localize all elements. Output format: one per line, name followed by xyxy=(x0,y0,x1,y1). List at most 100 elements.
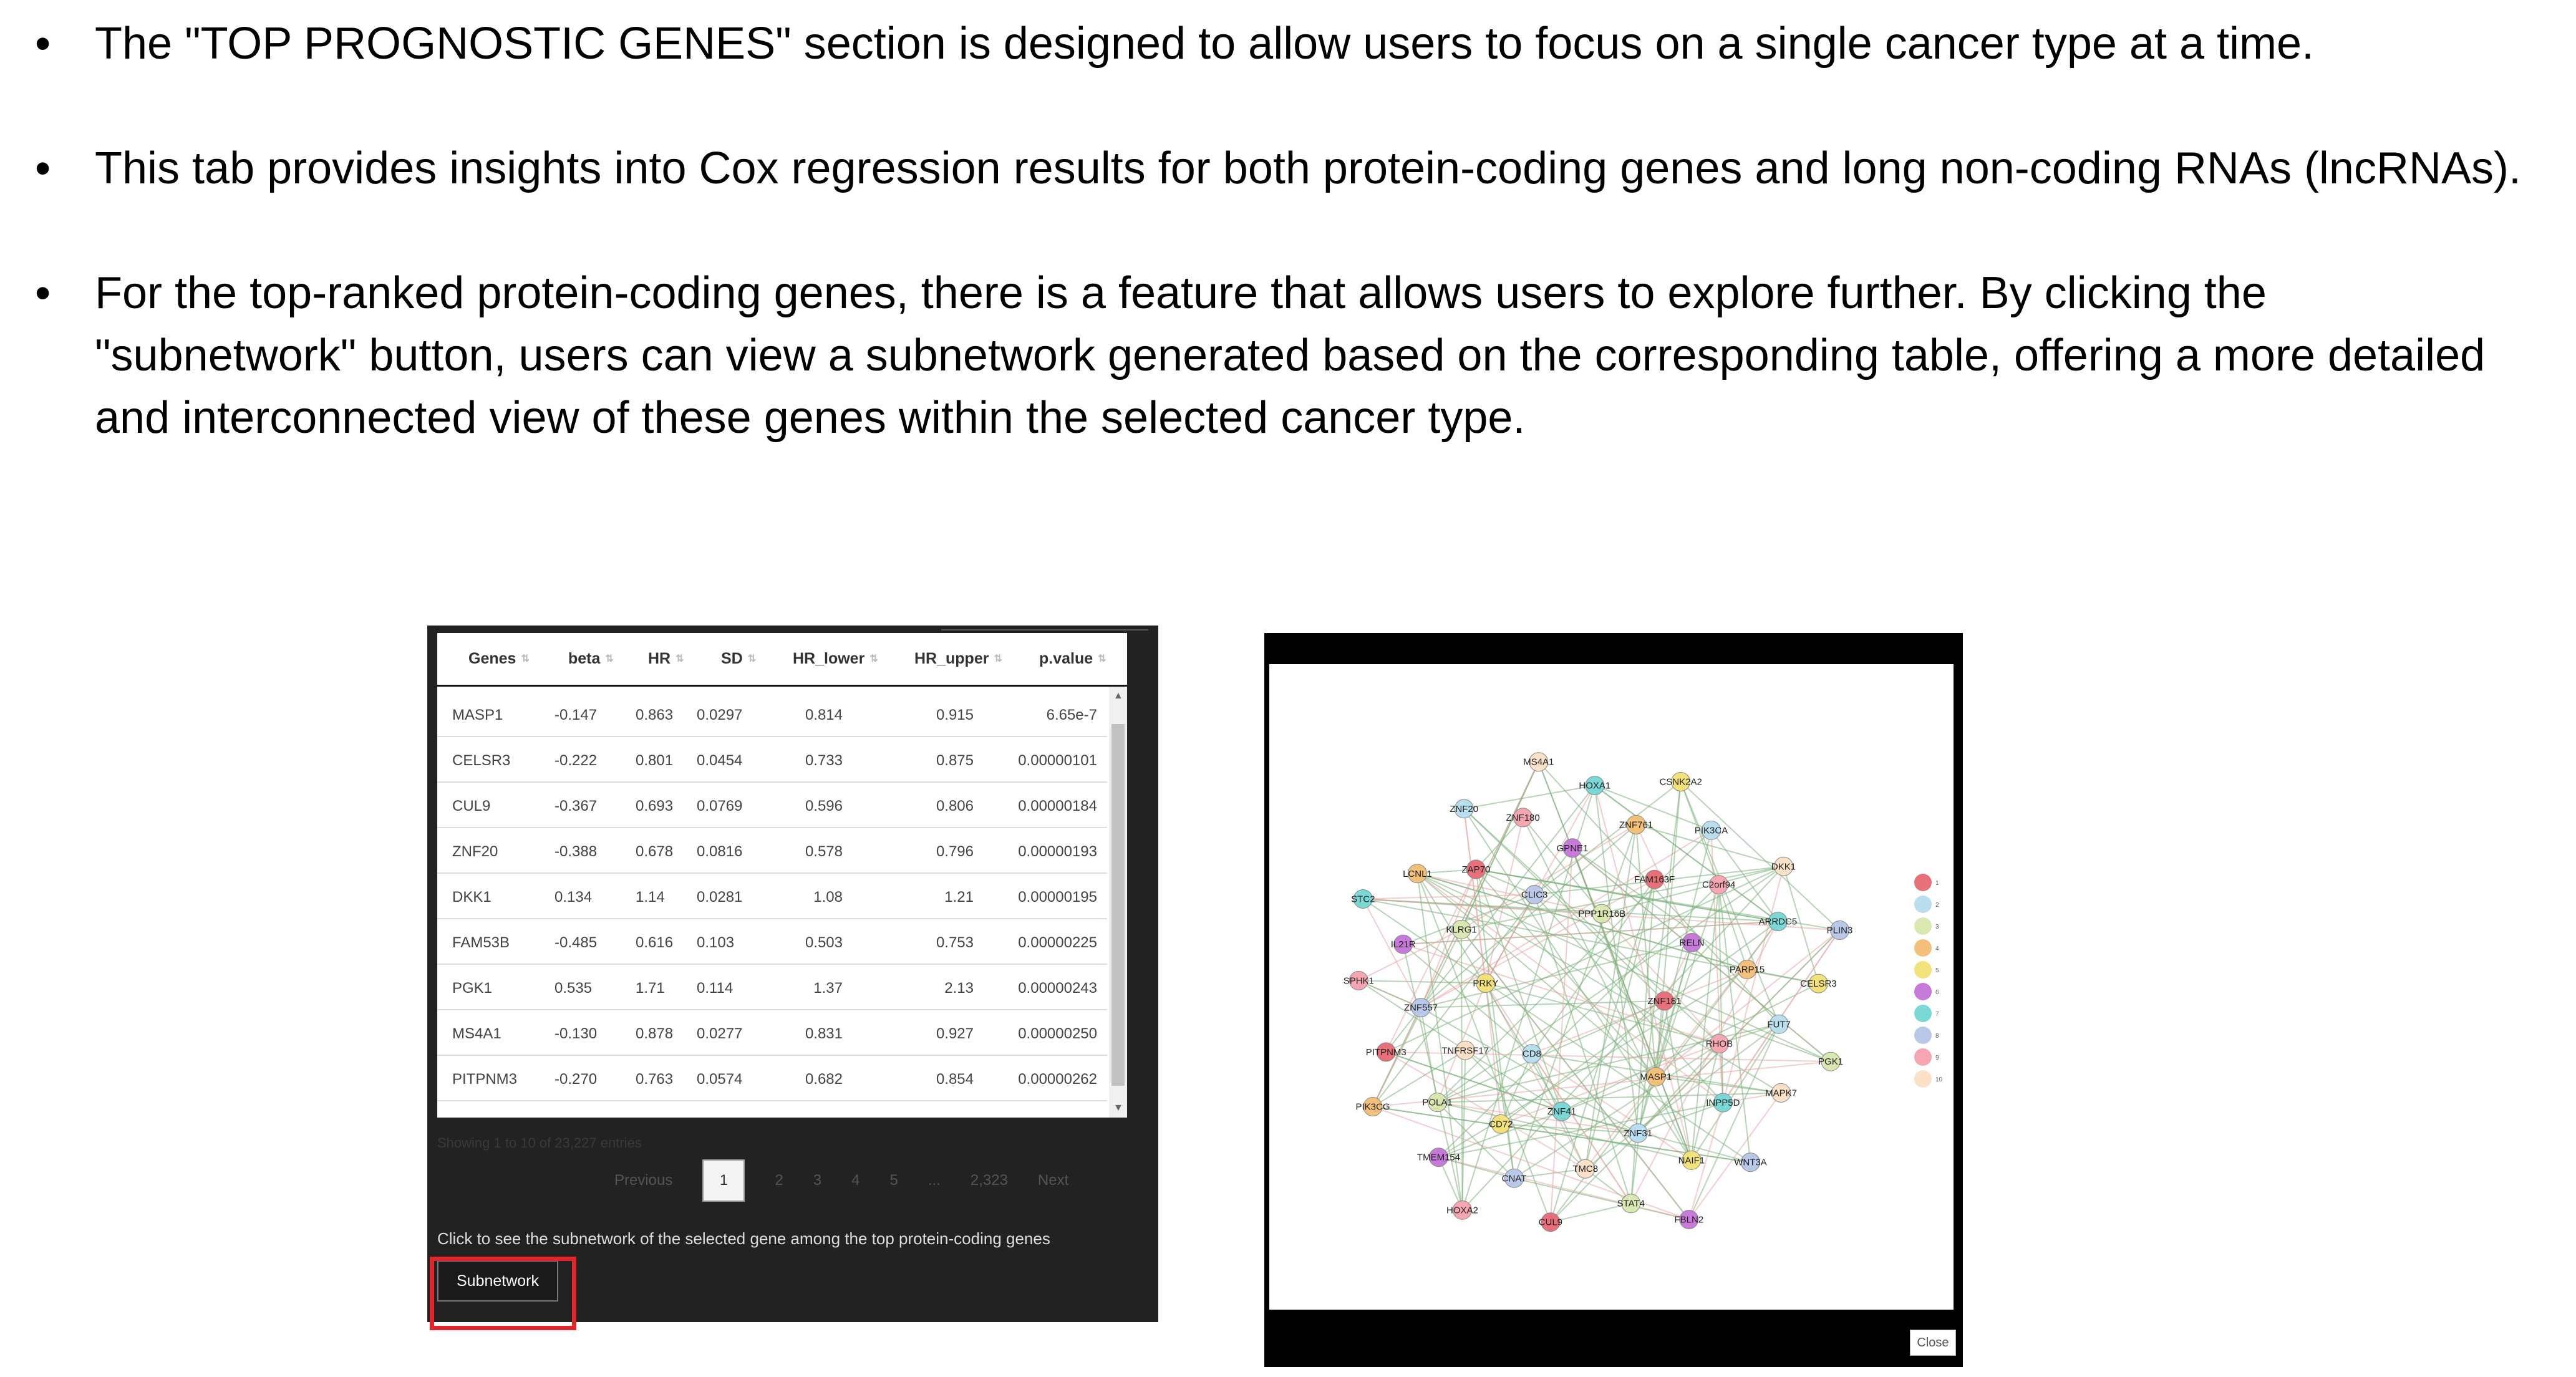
network-node[interactable]: RELN xyxy=(1679,932,1705,952)
network-node[interactable]: ZNF557 xyxy=(1404,998,1438,1018)
network-node[interactable]: PPP1R16B xyxy=(1578,904,1625,924)
network-node[interactable]: ZNF181 xyxy=(1647,991,1682,1011)
network-node[interactable]: TMEM154 xyxy=(1417,1148,1460,1167)
legend-label: 8 xyxy=(1935,1033,1939,1040)
table-row[interactable]: PGK1 0.535 1.71 0.114 1.37 2.13 0.00000243 xyxy=(437,965,1107,1010)
network-node[interactable]: ZNF761 xyxy=(1619,814,1653,834)
page-button[interactable]: 5 xyxy=(889,1172,898,1189)
network-node[interactable]: HOXA2 xyxy=(1446,1200,1478,1220)
column-header-p-value[interactable]: p.value ⇅ xyxy=(1039,650,1106,667)
close-button[interactable]: Close xyxy=(1910,1330,1956,1356)
network-edge xyxy=(1746,969,1819,985)
network-node[interactable]: WNT3A xyxy=(1734,1152,1767,1172)
network-node[interactable]: CELSR3 xyxy=(1800,974,1837,993)
network-node[interactable]: TMC8 xyxy=(1572,1159,1598,1179)
network-edge xyxy=(1655,929,1841,1078)
network-node[interactable]: NAIF1 xyxy=(1678,1150,1705,1170)
network-node[interactable]: FAM163F xyxy=(1634,869,1675,889)
node-label: FUT7 xyxy=(1767,1019,1791,1030)
network-node[interactable]: PGK1 xyxy=(1818,1051,1843,1071)
network-node[interactable]: ZNF180 xyxy=(1506,808,1540,828)
next-page-button[interactable]: Next xyxy=(1037,1172,1069,1189)
column-header-sd[interactable]: SD ⇅ xyxy=(721,650,757,667)
column-header-genes[interactable]: Genes ⇅ xyxy=(468,650,530,667)
network-edge xyxy=(1362,899,1421,1008)
network-node[interactable]: TNFRSF17 xyxy=(1441,1040,1489,1060)
network-node[interactable]: CSNK2A2 xyxy=(1659,771,1702,791)
network-node[interactable]: MASP1 xyxy=(1640,1066,1672,1086)
scroll-up-icon[interactable]: ▲ xyxy=(1113,690,1123,701)
table-cell: -0.130 xyxy=(554,1025,598,1042)
node-label: FAM163F xyxy=(1634,874,1675,885)
network-node[interactable]: PIK3CG xyxy=(1355,1097,1390,1117)
node-label: CSNK2A2 xyxy=(1659,776,1702,787)
network-node[interactable]: POLA1 xyxy=(1422,1093,1453,1113)
network-node[interactable]: ZAP70 xyxy=(1461,859,1490,879)
network-node[interactable]: ZNF31 xyxy=(1624,1123,1652,1143)
network-node[interactable]: FUT7 xyxy=(1767,1014,1791,1034)
network-edge xyxy=(1463,808,1720,1045)
table-row[interactable]: MS4A1 -0.130 0.878 0.0277 0.831 0.927 0.000002… xyxy=(437,1010,1107,1056)
scrollbar-thumb[interactable] xyxy=(1111,724,1125,1086)
network-node[interactable]: PARP15 xyxy=(1730,960,1765,980)
network-edge xyxy=(1460,929,1463,1210)
network-graph[interactable]: ZNF181 CD8 PPP1R16B MASP1 PRKY RELN ZNF41 CLIC3… xyxy=(1269,664,1954,1310)
network-node[interactable]: KLRG1 xyxy=(1446,919,1477,939)
table-row[interactable]: ZNF20 -0.388 0.678 0.0816 0.578 0.796 0.000001… xyxy=(437,828,1107,874)
network-node[interactable]: IL21R xyxy=(1391,934,1416,954)
table-cell: 0.00000101 xyxy=(1018,752,1097,769)
network-node[interactable]: STAT4 xyxy=(1617,1194,1645,1214)
network-node[interactable]: CUL9 xyxy=(1539,1212,1562,1232)
network-node[interactable]: ZNF20 xyxy=(1450,799,1478,819)
network-node[interactable]: MS4A1 xyxy=(1523,752,1554,772)
column-header-hr-upper[interactable]: HR_upper ⇅ xyxy=(914,650,1002,667)
table-row[interactable]: FAM53B -0.485 0.616 0.103 0.503 0.753 0.000002… xyxy=(437,919,1107,965)
node-label: ZNF41 xyxy=(1547,1106,1576,1117)
network-node[interactable]: LCNL1 xyxy=(1403,864,1432,884)
network-edge xyxy=(1688,1023,1780,1220)
network-edge xyxy=(1522,817,1602,914)
network-node[interactable]: DKK1 xyxy=(1771,856,1796,876)
table-row[interactable]: CUL9 -0.367 0.693 0.0769 0.596 0.806 0.0000018… xyxy=(437,783,1107,828)
node-circle xyxy=(1768,912,1788,932)
network-node[interactable]: PLIN3 xyxy=(1827,920,1853,940)
network-node[interactable]: STC2 xyxy=(1351,889,1375,909)
node-circle xyxy=(1451,919,1471,939)
network-node[interactable]: FBLN2 xyxy=(1675,1209,1704,1229)
network-canvas[interactable]: ZNF181 CD8 PPP1R16B MASP1 PRKY RELN ZNF41 CLIC3… xyxy=(1269,664,1954,1310)
network-node[interactable]: ARRDC5 xyxy=(1758,912,1797,932)
network-node[interactable]: CLIC3 xyxy=(1521,885,1548,905)
network-node[interactable]: INPP5D xyxy=(1706,1093,1740,1113)
network-node[interactable]: PRKY xyxy=(1473,973,1498,993)
subnetwork-button[interactable]: Subnetwork xyxy=(437,1260,558,1302)
network-node[interactable]: GPNE1 xyxy=(1557,838,1589,858)
page-button[interactable]: 4 xyxy=(851,1172,860,1189)
table-row[interactable]: DKK1 0.134 1.14 0.0281 1.08 1.21 0.00000195 xyxy=(437,874,1107,919)
network-edge xyxy=(1385,1051,1562,1113)
page-button-current[interactable]: 1 xyxy=(702,1159,745,1202)
table-row[interactable]: MASP1 -0.147 0.863 0.0297 0.814 0.915 6.65e-7 xyxy=(437,692,1107,737)
network-node[interactable]: C2orf94 xyxy=(1702,875,1735,895)
page-button[interactable]: 3 xyxy=(813,1172,822,1189)
page-button[interactable]: 2,323 xyxy=(970,1172,1008,1189)
network-node[interactable]: ZNF41 xyxy=(1547,1101,1576,1121)
table-row[interactable]: PITPNM3 -0.270 0.763 0.0574 0.682 0.854 0.0000… xyxy=(437,1056,1107,1101)
network-node[interactable]: PITPNM3 xyxy=(1366,1042,1407,1062)
column-header-hr[interactable]: HR ⇅ xyxy=(648,650,684,667)
column-header-hr-lower[interactable]: HR_lower ⇅ xyxy=(793,650,878,667)
column-header-beta[interactable]: beta ⇅ xyxy=(568,650,614,667)
network-node[interactable]: SPHK1 xyxy=(1344,970,1374,990)
previous-page-button[interactable]: Previous xyxy=(614,1172,673,1189)
network-node[interactable]: RHOB xyxy=(1706,1034,1733,1054)
table-scrollbar[interactable]: ▲ ▼ xyxy=(1109,687,1127,1118)
network-node[interactable]: CD72 xyxy=(1489,1114,1513,1134)
network-node[interactable]: CD8 xyxy=(1522,1044,1542,1064)
scroll-down-icon[interactable]: ▼ xyxy=(1113,1103,1123,1113)
table-cell: 0.814 xyxy=(805,707,843,723)
network-node[interactable]: MAPK7 xyxy=(1765,1083,1797,1103)
network-node[interactable]: CNAT xyxy=(1502,1168,1527,1188)
table-row[interactable]: CELSR3 -0.222 0.801 0.0454 0.733 0.875 0.00000… xyxy=(437,737,1107,783)
page-button[interactable]: 2 xyxy=(775,1172,783,1189)
network-node[interactable]: PIK3CA xyxy=(1695,820,1728,840)
network-node[interactable]: HOXA1 xyxy=(1579,776,1610,796)
